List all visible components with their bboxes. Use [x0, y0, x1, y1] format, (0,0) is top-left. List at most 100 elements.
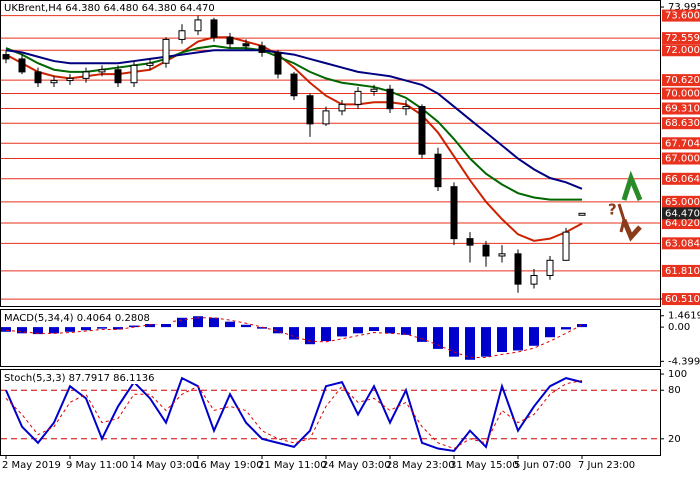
macd-title: MACD(5,34,4) 0.4064 0.2808 — [4, 313, 150, 324]
candle-body — [530, 274, 538, 285]
candle-body — [274, 51, 282, 75]
macd-title-bg — [1, 311, 171, 324]
candle-body — [386, 88, 394, 110]
stoch-k — [5, 376, 583, 453]
candle-body — [498, 253, 506, 257]
macd-bar — [321, 327, 331, 342]
level-label: 67.704 — [665, 138, 700, 149]
stoch-title: Stoch(5,3,3) 87.7917 86.1136 — [4, 373, 155, 384]
macd-bar — [1, 327, 11, 332]
candle-body — [578, 212, 586, 216]
candle-body — [562, 231, 570, 261]
macd-bar — [337, 327, 347, 337]
candle-body — [130, 64, 138, 84]
candle-body — [242, 43, 250, 47]
macd-bar — [433, 327, 443, 349]
macd-bar — [465, 327, 475, 360]
x-tick-label: 16 May 19:00 — [194, 460, 263, 471]
macd-bar — [241, 324, 251, 328]
macd-bar — [545, 327, 555, 338]
candle-body — [338, 103, 346, 112]
candle-body — [162, 38, 170, 64]
candle-body — [98, 69, 106, 73]
candle-body — [354, 90, 362, 105]
level-label: 66.064 — [665, 174, 700, 185]
moving-average — [5, 36, 583, 242]
current-price-bg — [662, 207, 700, 220]
macd-signal — [5, 317, 583, 358]
macd-bar — [225, 321, 235, 328]
x-tick-label: 2 May 2019 — [2, 460, 61, 471]
annotation: ? — [608, 201, 617, 219]
level-label: 63.084 — [665, 238, 700, 249]
y-tick-label: 80 — [668, 385, 681, 396]
level-label: 72.559 — [665, 33, 700, 44]
level-label-bg — [662, 237, 700, 250]
macd-bar — [177, 317, 187, 328]
header: UKBrent,H4 64.380 64.480 64.380 64.470 — [4, 3, 215, 14]
macd-bar — [513, 327, 523, 351]
level-label: 72.000 — [665, 45, 700, 56]
macd-bar — [529, 327, 539, 346]
candle-body — [114, 69, 122, 84]
candle-body — [194, 19, 202, 32]
x-tick-label: 21 May 11:00 — [258, 460, 327, 471]
y-tick-label: 20 — [668, 434, 681, 445]
candle-body — [306, 95, 314, 125]
level-label-bg — [662, 44, 700, 57]
macd-bar — [273, 327, 283, 334]
level-label-bg — [662, 9, 700, 22]
price-frame — [0, 0, 661, 307]
candle-body — [34, 71, 42, 84]
candle-body — [2, 54, 10, 60]
stoch-d — [5, 380, 583, 450]
y-tick-label: 1.4619 — [668, 311, 700, 322]
level-label: 70.000 — [665, 89, 700, 100]
macd-bar — [33, 327, 43, 335]
candle-body — [434, 153, 442, 188]
candle-body — [514, 253, 522, 285]
macd-bar — [577, 324, 587, 328]
macd-frame — [0, 309, 661, 367]
level-label: 70.620 — [665, 75, 700, 86]
macd-bar — [497, 327, 507, 352]
header-bg — [1, 1, 201, 15]
macd-bar — [481, 327, 491, 357]
candle-body — [450, 186, 458, 240]
macd-bar — [369, 327, 379, 331]
up-arrow — [621, 170, 643, 201]
marks: 73.99560.51573.60072.55972.00070.62070.0… — [1, 2, 700, 471]
x-tick-label: 28 May 23:00 — [386, 460, 455, 471]
candle-body — [290, 73, 298, 97]
level-label-bg — [662, 264, 700, 277]
candle-body — [402, 106, 410, 110]
candle-body — [546, 259, 554, 276]
candle-body — [322, 110, 330, 125]
x-tick-label: 24 May 03:00 — [322, 460, 391, 471]
candle-body — [50, 80, 58, 84]
level-label: 61.810 — [665, 266, 700, 277]
x-tick-label: 9 May 11:00 — [66, 460, 128, 471]
macd-bar — [449, 327, 459, 357]
macd-bar — [257, 327, 267, 329]
level-label-bg — [662, 195, 700, 208]
level-label-bg — [662, 32, 700, 45]
candle-body — [418, 106, 426, 155]
macd-bar — [81, 327, 91, 331]
macd-bar — [289, 327, 299, 340]
macd-bar — [129, 325, 139, 328]
candle-body — [258, 45, 266, 53]
macd-bar — [353, 327, 363, 334]
level-label-bg — [662, 137, 700, 150]
stoch-title-bg — [1, 371, 171, 384]
macd-bar — [17, 327, 27, 334]
current-price-label: 64.470 — [665, 208, 700, 219]
macd-bar — [401, 327, 411, 335]
candle-body — [482, 244, 490, 257]
level-label-bg — [662, 152, 700, 165]
candle-body — [226, 36, 234, 45]
down-arrow — [621, 219, 642, 242]
y-tick-label: -4.3994 — [668, 356, 700, 367]
macd-bar — [97, 327, 107, 329]
